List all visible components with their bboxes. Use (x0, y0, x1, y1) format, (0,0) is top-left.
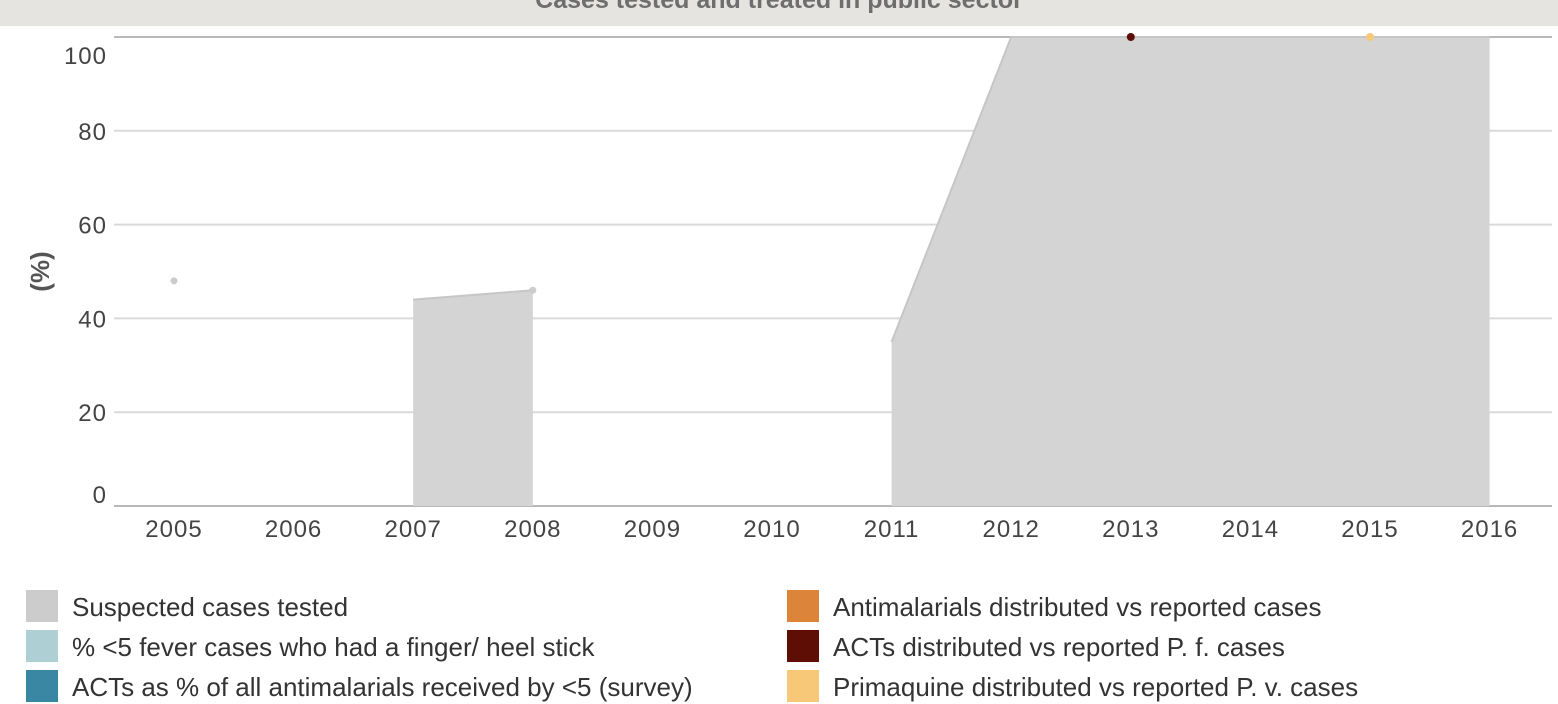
data-point (1126, 33, 1135, 41)
legend-label: ACTs distributed vs reported P. f. cases (833, 632, 1285, 662)
legend-swatch (26, 630, 58, 662)
y-tick-label: 0 (93, 482, 107, 509)
legend-swatch (26, 670, 58, 702)
x-tick-label: 2016 (1461, 516, 1518, 543)
data-point (1366, 33, 1374, 41)
x-tick-label: 2013 (1102, 516, 1159, 543)
legend-swatch (787, 590, 819, 622)
y-axis-label: (%) (25, 251, 55, 291)
x-tick-label: 2008 (504, 516, 561, 543)
x-tick-label: 2015 (1341, 516, 1398, 543)
y-tick-label: 20 (78, 400, 107, 427)
y-tick-label: 60 (78, 213, 107, 240)
y-tick-label: 100 (64, 43, 107, 70)
legend: Suspected cases tested % <5 fever cases … (0, 586, 1558, 702)
x-tick-label: 2006 (265, 516, 322, 543)
legend-label: Suspected cases tested (72, 592, 349, 622)
chart-title: Cases tested and treated in public secto… (535, 0, 1023, 14)
data-point (170, 277, 178, 285)
legend-label: ACTs as % of all antimalarials received … (72, 672, 693, 702)
legend-swatch (787, 670, 819, 702)
legend-label: Primaquine distributed vs reported P. v.… (833, 672, 1359, 702)
area-segment (413, 290, 533, 506)
legend-swatch (787, 630, 819, 662)
legend-label: Antimalarials distributed vs reported ca… (833, 592, 1322, 622)
legend-label: % <5 fever cases who had a finger/ heel … (72, 632, 595, 662)
chart-title-bar: Cases tested and treated in public secto… (0, 0, 1558, 26)
x-tick-label: 2010 (743, 516, 800, 543)
x-tick-label: 2014 (1222, 516, 1279, 543)
area-segment (891, 37, 1490, 506)
x-tick-label: 2009 (624, 516, 681, 543)
x-tick-label: 2012 (983, 516, 1040, 543)
x-tick-label: 2005 (145, 516, 202, 543)
y-tick-label: 40 (78, 306, 107, 333)
legend-swatch (26, 590, 58, 622)
chart-plot: 0 20 40 60 80 100 (%) 2005 2006 2007 2008 2009 2010 2… (25, 33, 1552, 543)
area-edge-line (890, 36, 1490, 343)
data-point (529, 286, 537, 294)
x-tick-label: 2007 (385, 516, 442, 543)
x-tick-label: 2011 (864, 516, 920, 543)
area-edge-line (413, 289, 533, 301)
y-tick-label: 80 (78, 119, 107, 146)
